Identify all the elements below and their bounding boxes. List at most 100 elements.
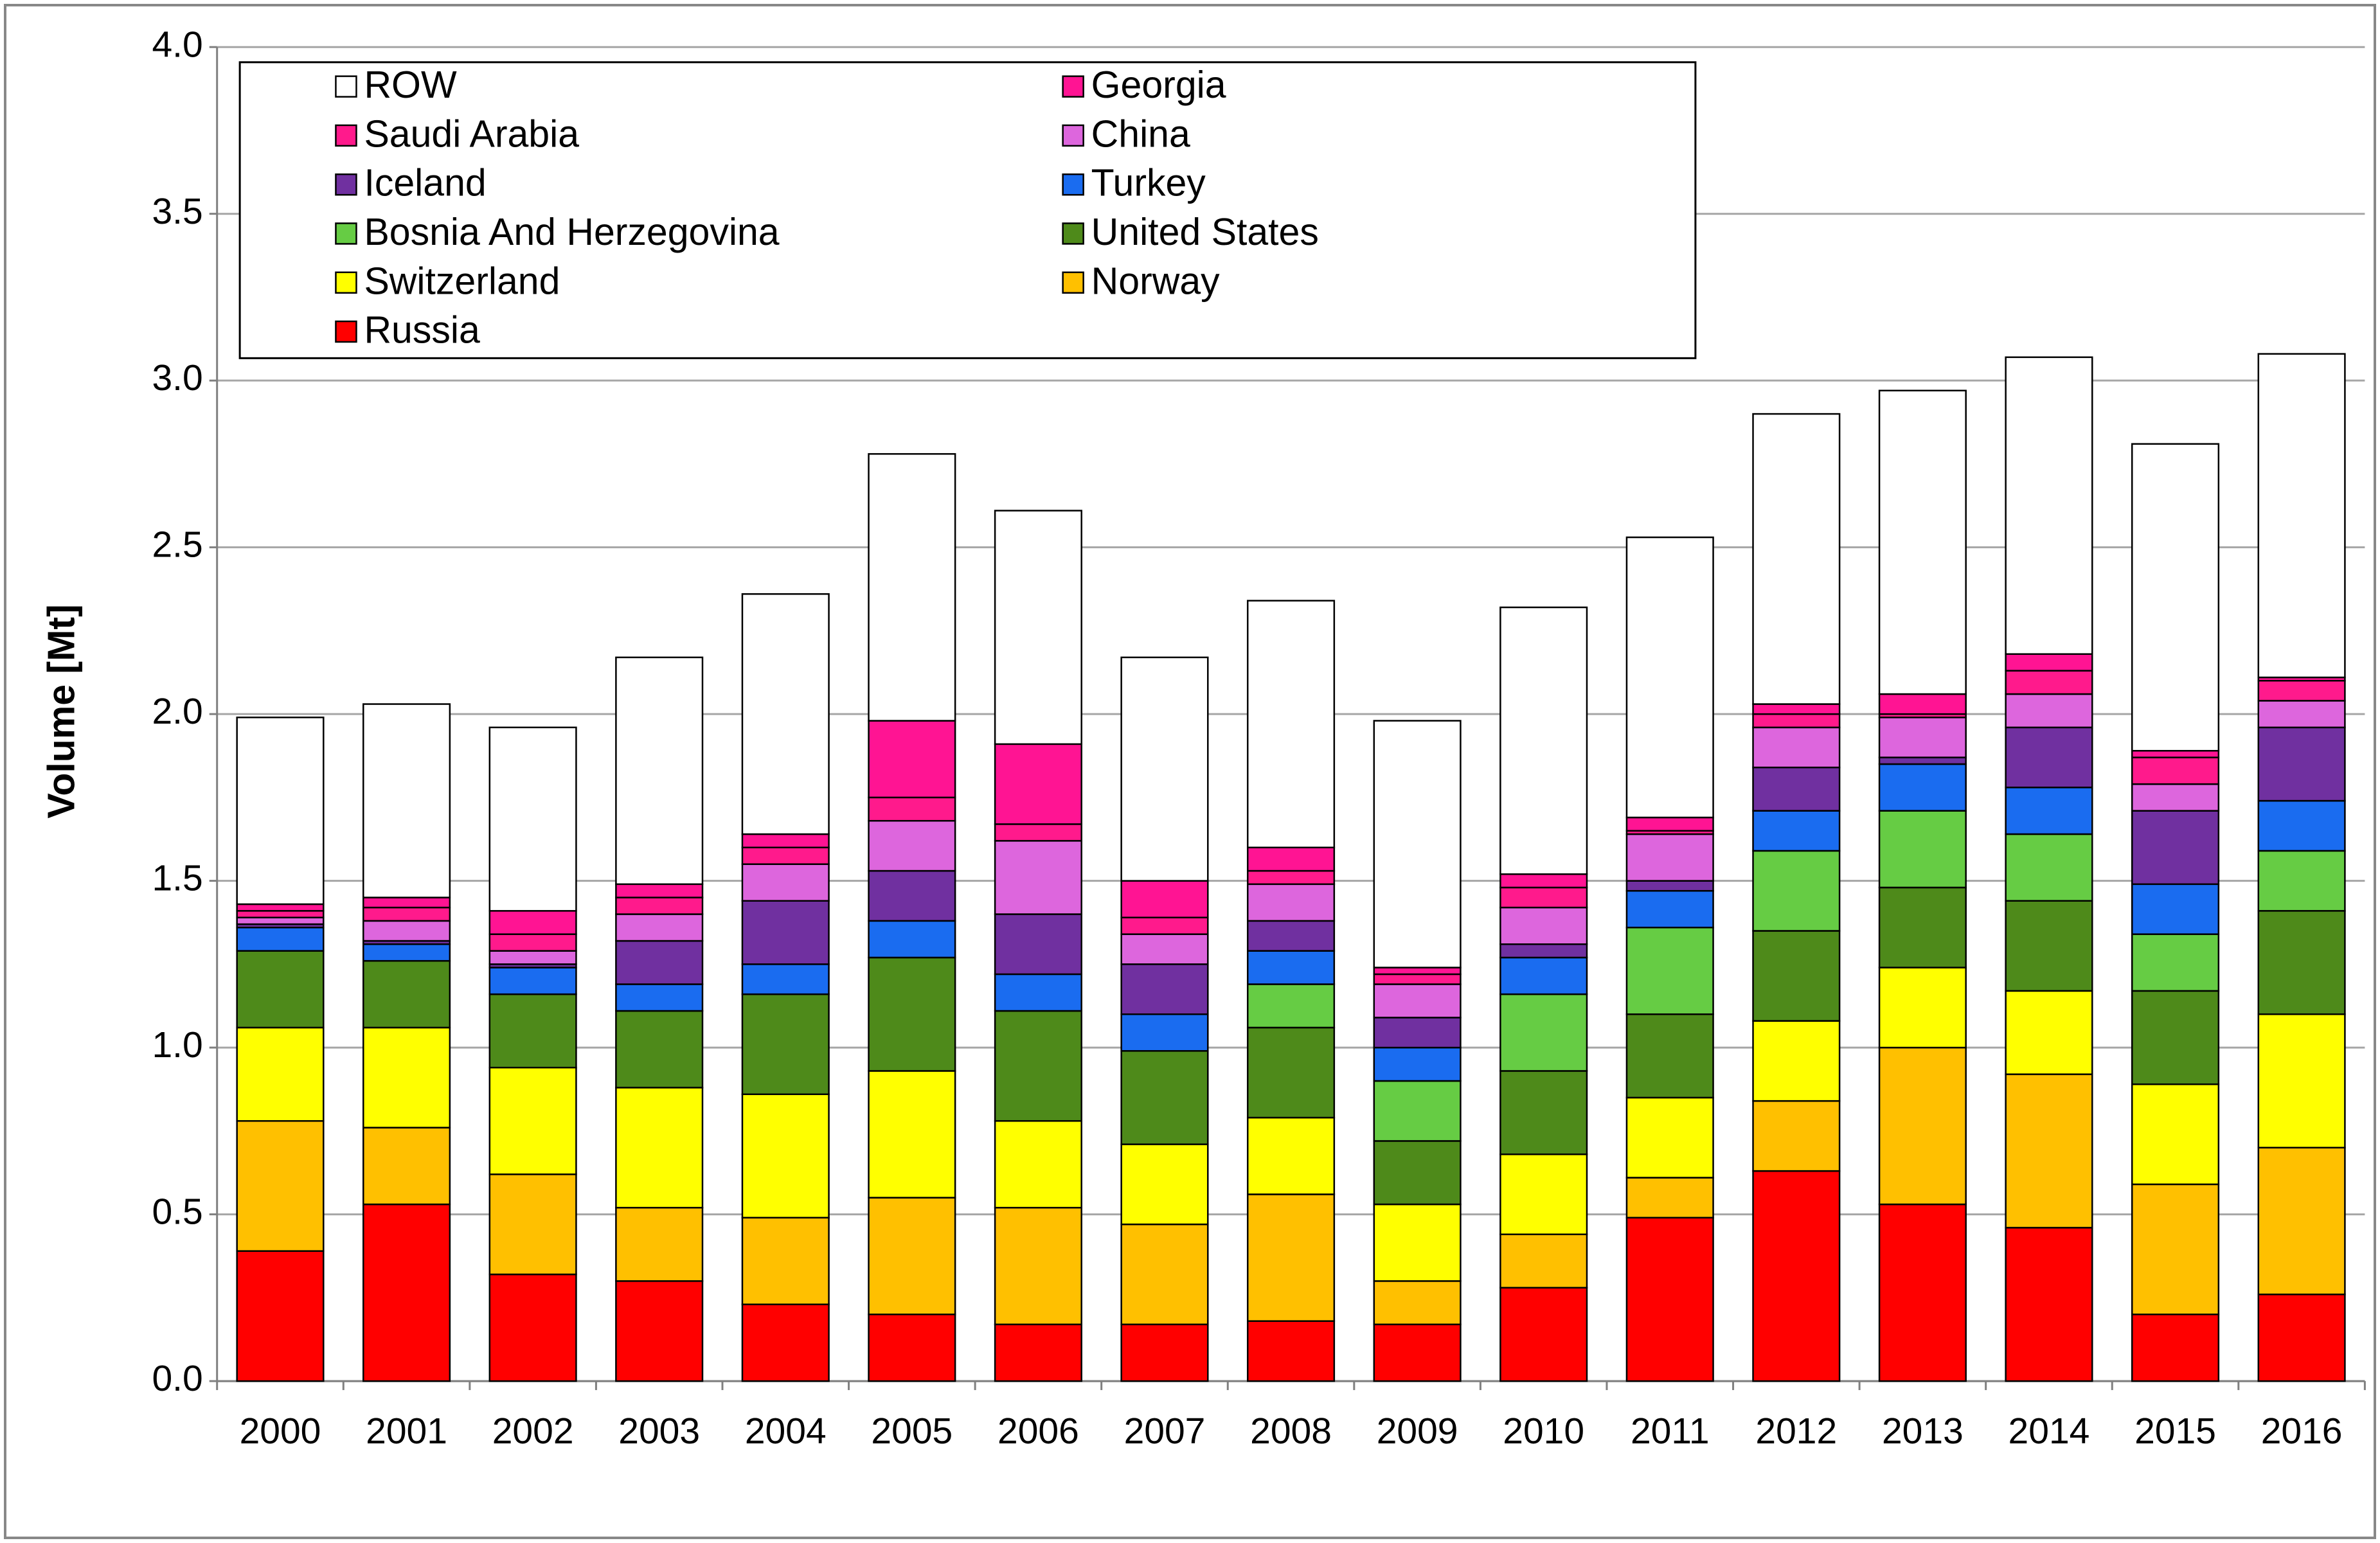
bar-segment [2257,1013,2346,1149]
bar-segment [488,1173,577,1276]
bar-segment [741,593,830,835]
bar-segment [236,717,325,905]
bar-segment [2005,833,2093,902]
bar-segment [1120,656,1209,882]
bar-segment [1878,756,1967,765]
bar-segment [488,933,577,952]
bar-segment [1499,873,1588,889]
bar-segment [615,656,704,886]
legend-label: Turkey [1091,162,1206,204]
bar-segment [488,993,577,1069]
bar-segment [741,963,830,995]
bar-segment [1625,927,1714,1015]
x-tick-label: 2012 [1755,1411,1837,1452]
bar-segment [1120,1013,1209,1052]
x-tick-label: 2016 [2261,1411,2343,1452]
bar-segment [2257,1146,2346,1296]
bar-segment [1625,536,1714,819]
bar-segment [236,903,325,912]
legend-label: United States [1091,211,1319,253]
bar-segment [615,983,704,1012]
bar-segment [2131,783,2220,812]
bar-segment [1373,973,1462,985]
bar-segment [1625,1177,1714,1219]
x-tick-label: 2004 [745,1411,827,1452]
bar-segment [1120,933,1209,965]
bar-segment [994,1120,1082,1209]
x-tick-label: 2006 [998,1411,1079,1452]
bar-segment [1120,880,1209,918]
bar-segment [488,1066,577,1175]
bar-segment [362,896,451,909]
bar-segment [1752,1100,1841,1172]
bar-segment [2131,990,2220,1085]
bar-segment [1625,833,1714,882]
bar-segment [994,1010,1082,1122]
bar-segment [1373,1046,1462,1082]
bar-segment [1246,1026,1336,1119]
bar-segment [741,993,830,1096]
bar-segment [1499,1233,1588,1289]
bar-segment [1120,1223,1209,1326]
bar-segment [236,1250,325,1382]
x-tick-label: 2000 [240,1411,321,1452]
bar-segment [615,1206,704,1282]
x-tick-label: 2014 [2009,1411,2090,1452]
legend-swatch [1062,271,1084,294]
bar-segment [2131,1183,2220,1316]
bar-segment [1373,720,1462,968]
bar-segment [1373,967,1462,976]
legend-box [238,61,1697,359]
bar-segment [1499,886,1588,909]
bar-segment [1246,1116,1336,1195]
bar-segment [2257,799,2346,852]
bar-segment [1878,886,1967,968]
bar-segment [2005,356,2093,655]
y-tick-label: 3.0 [152,357,202,398]
bar-segment [488,726,577,912]
bar-segment [1499,956,1588,995]
bar-segment [741,1217,830,1305]
bar-segment [1625,1096,1714,1179]
bar-segment [236,1120,325,1252]
bar-segment [1625,1013,1714,1099]
y-tick-label: 3.5 [152,191,202,232]
bar-segment [2005,726,2093,789]
y-tick-label: 0.0 [152,1358,202,1399]
bar-segment [1752,413,1841,705]
bar-segment [868,1070,956,1199]
legend-label: China [1091,112,1190,155]
bar-segment [1625,889,1714,929]
legend-swatch [335,320,357,343]
bar-segment [1752,1170,1841,1382]
bar-segment [1246,983,1336,1029]
y-tick-label: 2.5 [152,524,202,566]
legend-swatch [1062,75,1084,98]
x-tick-label: 2015 [2134,1411,2216,1452]
bar-segment [1878,1046,1967,1206]
bar-segment [236,910,325,918]
legend-label: Norway [1091,260,1220,302]
bar-segment [2131,933,2220,992]
bar-segment [1373,1203,1462,1282]
bar-segment [1246,870,1336,886]
bar-segment [236,927,325,952]
bar-segment [2005,900,2093,992]
legend-label: Russia [364,309,480,352]
bar-segment [2257,910,2346,1015]
bar-segment [615,896,704,915]
bar-segment [1878,967,1967,1049]
bar-segment [1120,916,1209,935]
bar-segment [2005,670,2093,695]
x-tick-label: 2008 [1250,1411,1332,1452]
bar-segment [615,940,704,985]
bar-segment [2005,1227,2093,1382]
bar-segment [994,823,1082,842]
bar-segment [1625,880,1714,892]
bar-segment [2005,1073,2093,1229]
bar-segment [1373,1323,1462,1382]
y-tick-label: 4.0 [152,24,202,65]
bar-segment [1878,1203,1967,1382]
bar-segment [2257,1293,2346,1382]
bar-segment [1120,1050,1209,1145]
